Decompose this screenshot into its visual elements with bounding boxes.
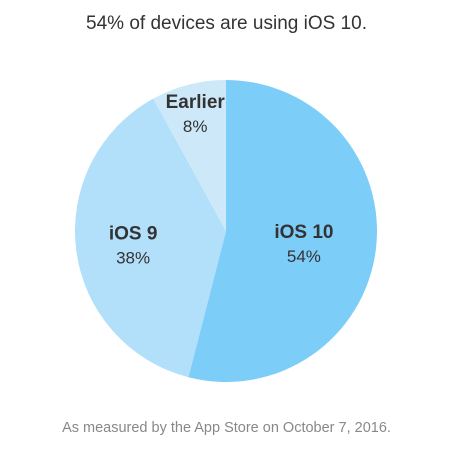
slice-value-ios-10: 54% [287, 247, 321, 266]
slice-value-earlier: 8% [183, 117, 208, 136]
chart-caption: As measured by the App Store on October … [62, 420, 391, 436]
slice-label-earlier: Earlier [166, 92, 226, 113]
pie-slice-earlier [153, 80, 226, 231]
pie-slice-ios-9 [75, 98, 227, 378]
chart-title: 54% of devices are using iOS 10. [86, 13, 367, 34]
slice-value-ios-9: 38% [116, 249, 150, 268]
slice-label-ios-9: iOS 9 [109, 224, 158, 245]
slice-label-ios-10: iOS 10 [274, 222, 333, 243]
pie-slice-ios-10 [188, 80, 378, 382]
